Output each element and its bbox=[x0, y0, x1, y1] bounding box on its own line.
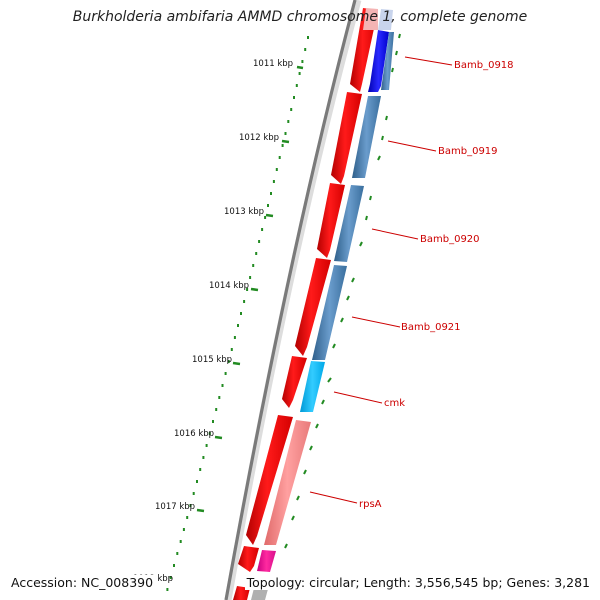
scale-label: 1014 kbp bbox=[209, 281, 249, 291]
gene-arrow-pink[interactable] bbox=[363, 8, 378, 30]
gene-arrow-rpsA[interactable] bbox=[264, 420, 311, 545]
gene-label-cmk[interactable]: cmk bbox=[384, 398, 405, 409]
gene-arrow-bamb-0920[interactable] bbox=[334, 185, 364, 262]
scale-dot bbox=[179, 540, 182, 543]
scale-dot bbox=[230, 348, 233, 351]
scale-dot bbox=[227, 360, 230, 363]
gene-arrow-forward[interactable] bbox=[317, 183, 345, 258]
gene-arrow-bamb-0919[interactable] bbox=[352, 96, 381, 178]
scale-dot bbox=[176, 552, 179, 555]
scale-dot bbox=[237, 324, 239, 327]
scale-dot bbox=[295, 84, 298, 87]
scale-dot bbox=[233, 336, 236, 339]
gene-arrow-forward[interactable] bbox=[295, 258, 331, 356]
gene-arrow-forward[interactable] bbox=[282, 356, 307, 408]
gene-arrow-bamb-0921[interactable] bbox=[312, 265, 347, 360]
scale-dot bbox=[205, 444, 208, 447]
accession-text: Accession: NC_008390 bbox=[9, 575, 156, 590]
scale-dot bbox=[301, 60, 304, 63]
scale-dot bbox=[264, 216, 267, 219]
scale-dot bbox=[304, 48, 307, 51]
forward-strand-track bbox=[233, 8, 378, 600]
scale-dot bbox=[246, 288, 249, 291]
map-title: Burkholderia ambifaria AMMD chromosome 1… bbox=[72, 9, 528, 25]
scale-dot bbox=[261, 228, 264, 231]
scale-labels: 1011 kbp 1012 kbp 1013 kbp 1014 kbp 1015… bbox=[133, 59, 293, 584]
gene-arrow-cmk[interactable] bbox=[300, 361, 325, 412]
scale-dot bbox=[284, 132, 287, 135]
gene-arrow-bamb-0918[interactable] bbox=[368, 30, 389, 92]
gene-label-bamb-0920[interactable]: Bamb_0920 bbox=[420, 234, 480, 245]
scale-dot bbox=[258, 240, 261, 243]
scale-dot bbox=[202, 456, 205, 459]
scale-dot bbox=[218, 396, 221, 399]
scale-major-ticks bbox=[196, 65, 304, 513]
genome-backbone bbox=[224, 0, 362, 600]
scale-dot bbox=[281, 144, 284, 147]
scale-label: 1015 kbp bbox=[192, 355, 232, 365]
scale-dot bbox=[293, 96, 295, 99]
scale-dot bbox=[215, 408, 218, 411]
scale-dot bbox=[169, 576, 172, 579]
scale-dot bbox=[275, 168, 278, 171]
scale-dots bbox=[166, 36, 309, 591]
scale-dot bbox=[298, 72, 301, 75]
label-leaders bbox=[309, 56, 453, 504]
scale-dot bbox=[221, 384, 224, 387]
gene-label-bamb-0919[interactable]: Bamb_0919 bbox=[438, 146, 498, 157]
scale-dot bbox=[243, 300, 246, 303]
gene-arrow-grey[interactable] bbox=[251, 588, 268, 600]
gene-arrow-lightblue[interactable] bbox=[378, 9, 393, 30]
scale-dot bbox=[252, 264, 255, 267]
scale-dot bbox=[240, 312, 242, 315]
gene-arrow-magenta[interactable] bbox=[257, 550, 276, 572]
gene-label-rpsA[interactable]: rpsA bbox=[359, 499, 382, 510]
scale-dot bbox=[224, 372, 227, 375]
scale-dot bbox=[166, 588, 169, 591]
scale-label: 1012 kbp bbox=[239, 133, 279, 143]
scale-label: 1017 kbp bbox=[155, 502, 195, 512]
scale-dot bbox=[255, 252, 258, 255]
scale-dot bbox=[192, 492, 195, 495]
scale-dot bbox=[196, 480, 198, 483]
scale-dot bbox=[272, 180, 275, 183]
scale-label: 1016 kbp bbox=[174, 429, 214, 439]
scale-dot bbox=[278, 156, 281, 159]
gene-arrow-forward[interactable] bbox=[246, 415, 293, 545]
scale-label: 1013 kbp bbox=[224, 207, 264, 217]
scale-dot bbox=[186, 516, 189, 519]
scale-dot bbox=[189, 504, 192, 507]
gene-label-bamb-0921[interactable]: Bamb_0921 bbox=[401, 322, 461, 333]
scale-dot bbox=[290, 108, 293, 111]
genome-backbone-line bbox=[224, 0, 357, 600]
gene-label-bamb-0918[interactable]: Bamb_0918 bbox=[454, 60, 514, 71]
scale-dot bbox=[208, 432, 211, 435]
scale-dot bbox=[270, 192, 272, 195]
gene-arrow-forward[interactable] bbox=[331, 92, 362, 184]
gene-arrow-bamb-0918-steel[interactable] bbox=[381, 32, 394, 90]
scale-dot bbox=[307, 36, 309, 39]
genome-summary-text: Topology: circular; Length: 3,556,545 bp… bbox=[244, 575, 592, 590]
scale-dot bbox=[287, 120, 290, 123]
reverse-strand-track bbox=[251, 8, 394, 600]
scale-dot bbox=[199, 468, 202, 471]
gene-arrow-forward[interactable] bbox=[238, 546, 259, 572]
outer-scale-ticks bbox=[284, 33, 401, 549]
scale-dot bbox=[267, 204, 269, 207]
scale-dot bbox=[212, 420, 214, 423]
scale-label: 1011 kbp bbox=[253, 59, 293, 69]
gene-labels: Bamb_0918 Bamb_0919 Bamb_0920 Bamb_0921 … bbox=[359, 60, 514, 510]
scale-dot bbox=[249, 276, 252, 279]
scale-dot bbox=[173, 564, 175, 567]
scale-dot bbox=[182, 528, 185, 531]
